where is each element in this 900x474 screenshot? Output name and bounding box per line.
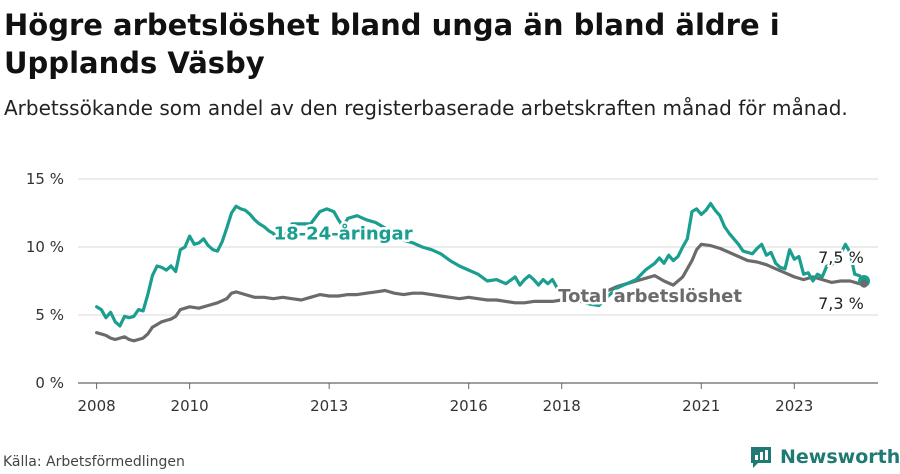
end-label-youth: 7,5 %: [818, 248, 864, 267]
x-tick-label: 2016: [450, 397, 488, 415]
brand-logo: Newsworthy: [748, 443, 900, 471]
y-tick-label: 0 %: [35, 374, 64, 392]
chart-title: Högre arbetslöshet bland unga än bland ä…: [4, 8, 780, 80]
end-label-total: 7,3 %: [818, 294, 864, 313]
x-tick-label: 2021: [682, 397, 720, 415]
series-label-youth: 18-24-åringar: [274, 222, 413, 244]
y-axis-ticks: 0 % 5 % 10 % 15 %: [26, 170, 64, 392]
newsworthy-logo-icon: [751, 447, 771, 468]
chart-annotations: 18-24-åringar Total arbetslöshet 7,5 % 7,3 …: [271, 220, 866, 315]
x-tick-label: 2018: [543, 397, 581, 415]
series-lines: [95, 201, 871, 343]
y-tick-label: 10 %: [26, 238, 64, 256]
series-line-total: [95, 242, 866, 343]
gridlines: [78, 178, 878, 384]
x-tick-label: 2010: [171, 397, 209, 415]
chart-subtitle: Arbetssökande som andel av den registerb…: [4, 96, 848, 120]
series-line-youth: [95, 201, 866, 328]
x-tick-label: 2008: [78, 397, 116, 415]
end-point-total: [860, 279, 869, 288]
x-tick-label: 2013: [310, 397, 348, 415]
brand-name: Newsworthy: [780, 446, 900, 468]
source-note: Källa: Arbetsförmedlingen: [3, 454, 185, 470]
y-tick-label: 5 %: [35, 306, 64, 324]
x-tick-label: 2023: [775, 397, 813, 415]
series-label-total: Total arbetslöshet: [558, 286, 742, 307]
y-tick-label: 15 %: [26, 170, 64, 188]
x-axis-ticks: 2008 2010 2013 2016 2018 2021 2023: [78, 383, 813, 415]
